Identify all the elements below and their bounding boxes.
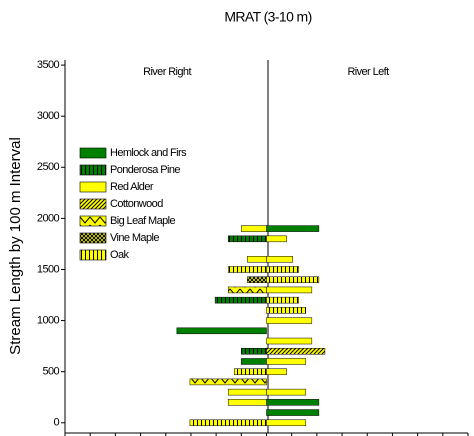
bar — [266, 409, 320, 416]
y-tick-label: 0 — [53, 417, 59, 429]
legend-label: Vine Maple — [110, 232, 159, 244]
bar — [266, 266, 299, 273]
legend-label: Cottonwood — [110, 198, 163, 210]
bar — [266, 368, 287, 375]
legend-label: Hemlock and Firs — [110, 147, 187, 159]
bar — [241, 225, 267, 232]
bar — [266, 347, 326, 355]
bar — [227, 235, 267, 243]
bar — [234, 368, 267, 375]
y-tick-label: 3000 — [37, 110, 60, 122]
bar — [266, 317, 313, 324]
bar — [227, 286, 267, 294]
bar — [266, 358, 307, 365]
bar — [247, 276, 267, 283]
bar — [266, 225, 320, 232]
bar — [247, 256, 267, 263]
bar — [266, 388, 307, 396]
bar — [266, 286, 313, 294]
bar — [266, 419, 307, 427]
y-tick-label: 2500 — [37, 161, 60, 173]
bar — [241, 358, 267, 365]
bar — [189, 419, 267, 427]
legend-swatch — [79, 215, 107, 227]
y-axis-label: Stream Length by 100 m Interval — [7, 137, 24, 355]
bar — [214, 296, 267, 304]
legend-label: Ponderosa Pine — [110, 164, 180, 176]
bar — [266, 256, 293, 263]
bar — [189, 378, 267, 386]
bar — [227, 399, 267, 406]
legend-swatch — [79, 249, 107, 261]
annotation: River Left — [347, 66, 389, 78]
chart-title: MRAT (3-10 m) — [224, 9, 311, 25]
bar — [227, 266, 267, 273]
bar — [266, 276, 320, 283]
bar — [266, 296, 299, 304]
bar — [266, 337, 313, 345]
bar — [241, 347, 267, 355]
bar — [266, 235, 287, 243]
legend-swatch — [79, 232, 107, 244]
legend-label: Big Leaf Maple — [110, 215, 175, 227]
legend-swatch — [79, 198, 107, 210]
bar — [266, 307, 307, 314]
bar — [176, 327, 267, 335]
legend-label: Oak — [110, 249, 129, 261]
legend-label: Red Alder — [110, 181, 154, 193]
y-tick-label: 500 — [42, 366, 59, 378]
y-tick-label: 2000 — [37, 212, 60, 224]
legend-swatch — [79, 147, 107, 159]
y-tick-label: 1500 — [37, 263, 60, 275]
y-tick-label: 3500 — [37, 59, 60, 71]
legend-swatch — [79, 164, 107, 176]
bar — [227, 388, 267, 396]
legend-swatch — [79, 181, 107, 193]
bar — [266, 399, 320, 406]
annotation: River Right — [143, 66, 191, 78]
y-tick-label: 1000 — [37, 314, 60, 326]
